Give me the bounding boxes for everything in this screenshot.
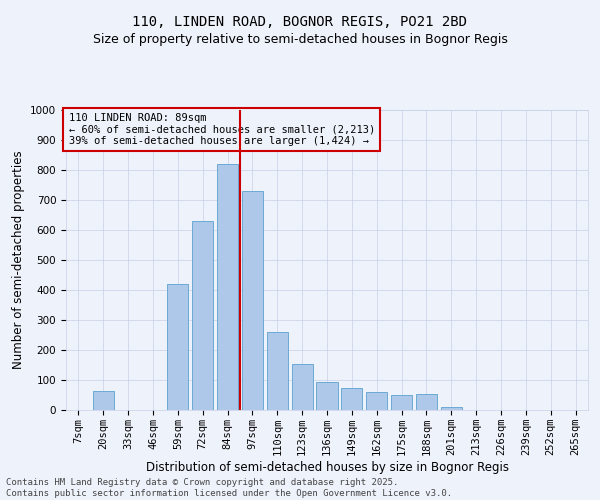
Bar [267, 332, 288, 410]
Y-axis label: Number of semi-detached properties: Number of semi-detached properties [11, 150, 25, 370]
Bar [167, 284, 188, 410]
Text: 110, LINDEN ROAD, BOGNOR REGIS, PO21 2BD: 110, LINDEN ROAD, BOGNOR REGIS, PO21 2BD [133, 15, 467, 29]
Bar [366, 392, 387, 410]
Bar [93, 390, 114, 410]
Bar [292, 364, 313, 410]
Bar [316, 382, 338, 410]
Bar [341, 388, 362, 410]
Text: 110 LINDEN ROAD: 89sqm
← 60% of semi-detached houses are smaller (2,213)
39% of : 110 LINDEN ROAD: 89sqm ← 60% of semi-det… [68, 113, 375, 146]
Text: Contains HM Land Registry data © Crown copyright and database right 2025.
Contai: Contains HM Land Registry data © Crown c… [6, 478, 452, 498]
Bar [192, 221, 213, 410]
X-axis label: Distribution of semi-detached houses by size in Bognor Regis: Distribution of semi-detached houses by … [146, 460, 509, 473]
Bar [242, 191, 263, 410]
Bar [441, 407, 462, 410]
Bar [391, 395, 412, 410]
Bar [416, 394, 437, 410]
Text: Size of property relative to semi-detached houses in Bognor Regis: Size of property relative to semi-detach… [92, 32, 508, 46]
Bar [217, 164, 238, 410]
